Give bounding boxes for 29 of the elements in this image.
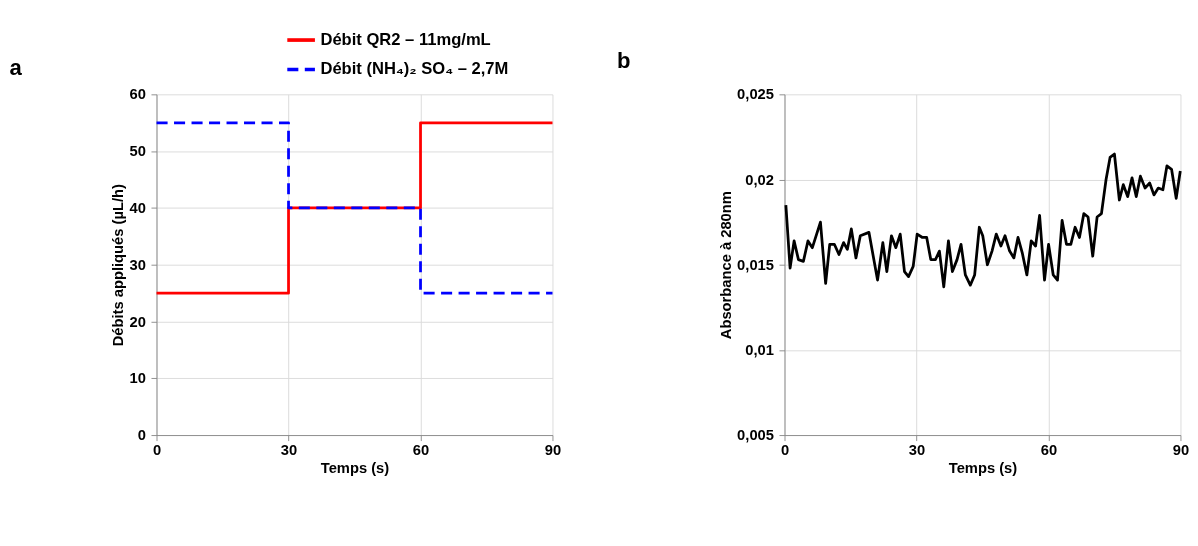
y-tick-label: 20 (129, 313, 146, 330)
y-tick-label: 30 (129, 256, 146, 273)
y-tick-label: 40 (129, 200, 146, 217)
y-tick-label: 0,025 (737, 86, 774, 103)
x-tick-label: 90 (544, 441, 562, 458)
x-tick-label: 60 (1040, 441, 1058, 458)
x-tick-label: 90 (1172, 441, 1190, 458)
legend-label: Débit QR2 – 11mg/mL (320, 29, 491, 49)
y-tick-label: 50 (129, 143, 146, 160)
chart-title: b (616, 47, 631, 73)
y-axis-title: Absorbance à 280nm (717, 191, 734, 340)
y-tick-label: 0,02 (745, 171, 774, 188)
y-tick-label: 10 (129, 370, 146, 387)
x-tick-label: 0 (780, 441, 790, 458)
x-tick-label: 30 (280, 441, 298, 458)
x-axis-title: Temps (s) (320, 460, 390, 477)
y-tick-label: 0 (137, 427, 146, 444)
chart-title: a (9, 55, 23, 81)
y-axis-title: Débits appliqués (µL/h) (110, 183, 127, 347)
y-tick-label: 0,015 (737, 256, 774, 273)
x-axis-title: Temps (s) (948, 460, 1018, 477)
y-tick-label: 60 (129, 86, 146, 103)
line-series (784, 152, 1182, 289)
y-tick-label: 0,01 (745, 341, 774, 358)
x-tick-label: 30 (908, 441, 926, 458)
x-tick-label: 60 (412, 441, 430, 458)
legend-label: Débit (NH₄)₂ SO₄ – 2,7M (320, 59, 509, 79)
y-tick-label: 0,005 (737, 427, 774, 444)
x-tick-label: 0 (152, 441, 162, 458)
